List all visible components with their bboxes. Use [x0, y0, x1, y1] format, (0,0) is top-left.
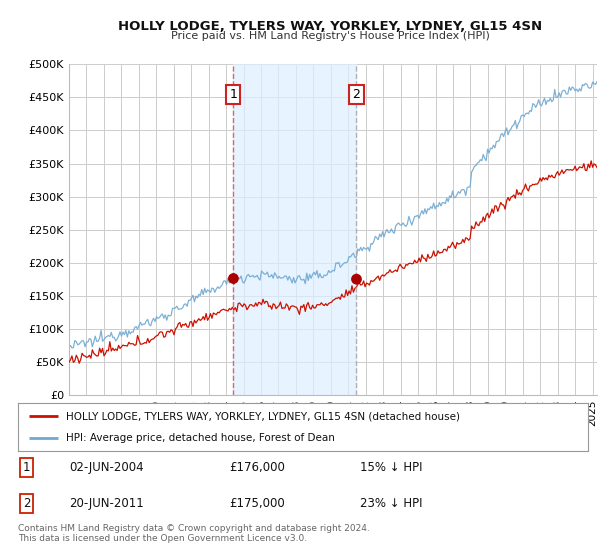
Text: 20-JUN-2011: 20-JUN-2011: [70, 497, 144, 510]
Point: [352, 275, 361, 284]
Text: £176,000: £176,000: [229, 461, 285, 474]
Text: 15% ↓ HPI: 15% ↓ HPI: [360, 461, 422, 474]
Text: 02-JUN-2004: 02-JUN-2004: [70, 461, 144, 474]
Text: 23% ↓ HPI: 23% ↓ HPI: [360, 497, 422, 510]
Text: 2: 2: [23, 497, 30, 510]
Text: 2: 2: [353, 87, 361, 101]
Text: 1: 1: [229, 87, 238, 101]
Text: £175,000: £175,000: [229, 497, 284, 510]
Text: Contains HM Land Registry data © Crown copyright and database right 2024.
This d: Contains HM Land Registry data © Crown c…: [18, 524, 370, 543]
Bar: [233, 64, 356, 395]
Text: Price paid vs. HM Land Registry's House Price Index (HPI): Price paid vs. HM Land Registry's House …: [170, 31, 490, 41]
Text: 1: 1: [23, 461, 30, 474]
Text: HOLLY LODGE, TYLERS WAY, YORKLEY, LYDNEY, GL15 4SN: HOLLY LODGE, TYLERS WAY, YORKLEY, LYDNEY…: [118, 20, 542, 32]
Text: HPI: Average price, detached house, Forest of Dean: HPI: Average price, detached house, Fore…: [67, 433, 335, 443]
Text: HOLLY LODGE, TYLERS WAY, YORKLEY, LYDNEY, GL15 4SN (detached house): HOLLY LODGE, TYLERS WAY, YORKLEY, LYDNEY…: [67, 411, 460, 421]
Point: [229, 274, 238, 283]
